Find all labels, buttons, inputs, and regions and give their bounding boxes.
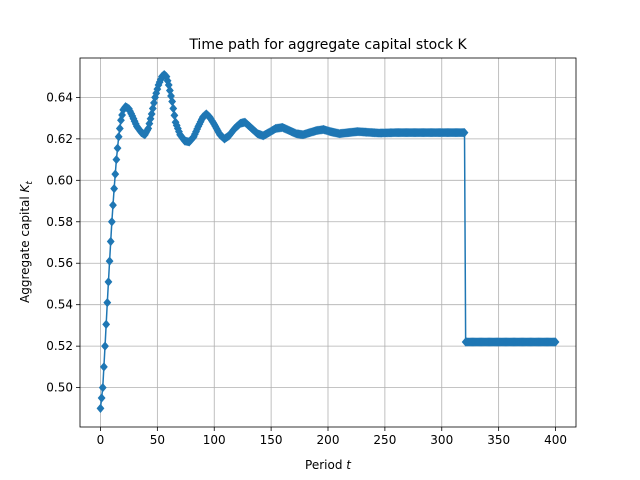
data-point — [98, 383, 107, 393]
y-axis-label: Aggregate capital Kt — [18, 181, 35, 303]
y-tick-label: 0.50 — [46, 381, 73, 395]
x-tick-label: 300 — [430, 433, 453, 447]
y-tick-label: 0.60 — [46, 173, 73, 187]
data-point — [104, 277, 113, 287]
x-tick-label: 250 — [373, 433, 396, 447]
x-tick-label: 350 — [487, 433, 510, 447]
data-point — [146, 114, 155, 124]
data-point — [103, 298, 112, 308]
data-point — [105, 256, 114, 266]
data-point — [168, 96, 177, 107]
tick-layer: 0 50 100 150 200 250 300 350 400 0.50 0.52 0.54 0.56… — [46, 90, 567, 447]
data-point — [115, 123, 124, 134]
data-point — [102, 319, 111, 329]
x-tick-label: 50 — [150, 433, 165, 447]
data-point — [97, 393, 106, 403]
y-tick-label: 0.52 — [46, 339, 73, 353]
y-tick-label: 0.62 — [46, 132, 73, 146]
y-tick-label: 0.54 — [46, 298, 73, 312]
x-tick-label: 0 — [97, 433, 105, 447]
data-point — [460, 128, 469, 138]
data-point — [111, 169, 120, 179]
data-point — [169, 103, 178, 114]
grid-layer — [80, 58, 576, 427]
chart-title: Time path for aggregate capital stock K — [188, 37, 467, 53]
series-layer — [96, 69, 560, 413]
data-point — [112, 154, 121, 165]
y-tick-label: 0.58 — [46, 215, 73, 229]
data-point — [170, 110, 179, 120]
x-tick-label: 100 — [203, 433, 226, 447]
data-point — [101, 341, 109, 351]
y-tick-label: 0.56 — [46, 256, 73, 270]
data-point — [147, 109, 156, 119]
y-tick-label: 0.64 — [46, 90, 73, 104]
x-tick-label: 200 — [317, 433, 340, 447]
data-point — [114, 132, 123, 142]
data-point — [109, 200, 117, 210]
data-point — [113, 143, 122, 153]
data-point — [110, 184, 119, 194]
data-point — [162, 72, 171, 82]
data-point — [107, 217, 116, 227]
x-tick-label: 400 — [544, 433, 567, 447]
x-axis-label: Period t — [305, 458, 352, 472]
x-tick-label: 150 — [260, 433, 283, 447]
data-point — [551, 337, 560, 347]
data-point — [96, 403, 105, 413]
data-point — [106, 236, 115, 247]
data-point — [99, 362, 108, 372]
